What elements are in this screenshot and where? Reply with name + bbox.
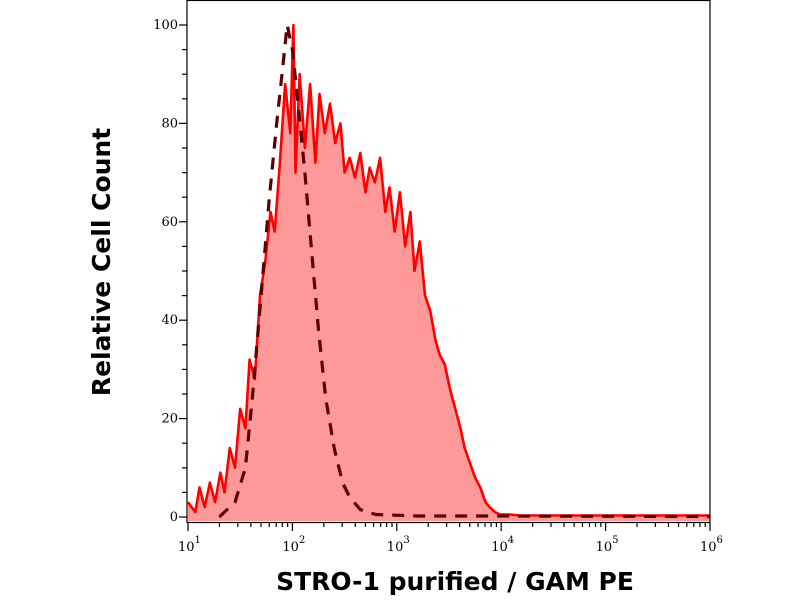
x-tick-base: 10: [700, 540, 717, 555]
y-tick-label: 100: [153, 18, 178, 33]
y-tick-label: 40: [161, 313, 178, 328]
y-tick-label: 60: [161, 215, 178, 230]
x-tick-base: 10: [387, 540, 404, 555]
y-tick-label: 20: [161, 412, 178, 427]
y-axis-title: Relative Cell Count: [87, 128, 116, 396]
series-layer: [186, 23, 711, 521]
x-tick-exponent: 5: [612, 535, 618, 546]
x-tick-exponent: 4: [508, 535, 514, 546]
x-tick-label: 106: [700, 535, 723, 555]
x-tick-base: 10: [178, 540, 195, 555]
x-tick-label: 101: [178, 535, 201, 555]
series-line-0: [186, 23, 710, 517]
series-fill-0: [188, 25, 710, 521]
y-tick-label: 0: [170, 510, 178, 525]
x-tick-base: 10: [282, 540, 299, 555]
plot-frame: [186, 0, 711, 524]
x-tick-exponent: 2: [299, 535, 305, 546]
x-tick-base: 10: [596, 540, 613, 555]
x-tick-exponent: 1: [195, 535, 201, 546]
x-tick-exponent: 6: [717, 535, 723, 546]
x-tick-label: 104: [491, 535, 514, 555]
series-line-1: [218, 24, 711, 519]
x-tick-label: 105: [596, 535, 619, 555]
y-tick-label: 80: [161, 116, 178, 131]
x-tick-label: 103: [387, 535, 410, 555]
x-axis-title: STRO-1 purified / GAM PE: [276, 567, 634, 596]
x-tick-base: 10: [491, 540, 508, 555]
x-tick-exponent: 3: [403, 535, 409, 546]
x-tick-label: 102: [282, 535, 305, 555]
